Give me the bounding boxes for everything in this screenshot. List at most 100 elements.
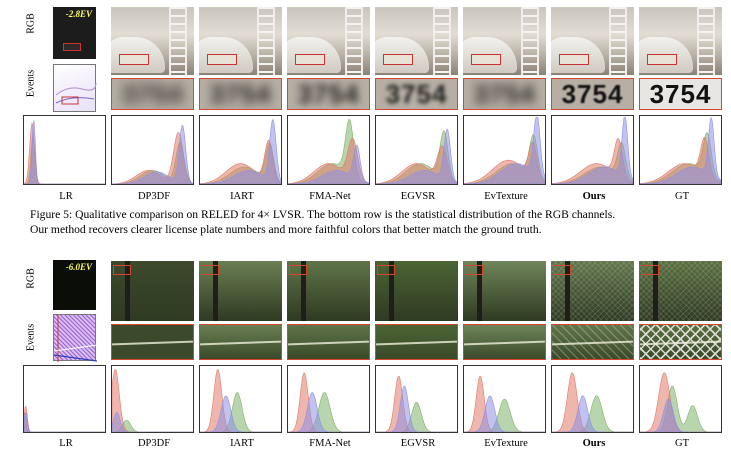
pole-shape <box>389 261 394 321</box>
figure-5-caption-line-2: Our method recovers clearer license plat… <box>30 223 542 236</box>
histogram-evtexture <box>463 115 546 185</box>
histogram-plot <box>639 116 722 185</box>
red-channel-distribution <box>199 139 282 185</box>
method-label-ours: Ours <box>582 438 606 449</box>
histogram-plot <box>639 372 721 433</box>
wire-line <box>376 340 457 346</box>
ladder-shape <box>169 7 187 75</box>
pole-shape <box>565 261 570 321</box>
wire-line <box>200 340 281 346</box>
method-label-fma-net: FMA-Net <box>309 191 351 202</box>
wire-line <box>552 340 633 346</box>
plate-number: 3754 <box>121 78 184 109</box>
scene-image-ours <box>551 261 634 321</box>
scene-image-gt <box>639 7 722 75</box>
histogram-plot <box>23 120 105 185</box>
histogram-plot <box>23 405 105 433</box>
crop-marker <box>641 265 659 275</box>
event-edges-drawing <box>55 82 97 105</box>
fence-crop-dp3df <box>111 324 194 360</box>
blue-channel-distribution <box>463 117 546 185</box>
plate-crop-evtexture: 3754 <box>463 78 546 110</box>
plate-number: 3754 <box>561 78 624 109</box>
crop-marker <box>377 265 395 275</box>
scene-image-evtexture <box>463 261 546 321</box>
scene-image-gt <box>639 261 722 321</box>
method-label-egvsr: EGVSR <box>400 191 436 202</box>
method-label-lr: LR <box>59 438 73 449</box>
crop-marker <box>289 265 307 275</box>
plate-marker <box>207 54 237 65</box>
blue-channel-distribution <box>24 120 105 185</box>
histogram-plot <box>463 117 546 185</box>
crop-marker <box>201 265 219 275</box>
plate-marker <box>471 54 501 65</box>
lr-rgb-thumbnail: -2.8EV <box>53 7 96 59</box>
plate-crop-dp3df: 3754 <box>111 78 194 110</box>
histogram-plot <box>287 372 369 433</box>
scene-image-fma-net <box>287 7 370 75</box>
pole-shape <box>653 261 658 321</box>
histogram-gt <box>639 365 722 433</box>
wire-line <box>640 340 721 346</box>
method-label-gt: GT <box>675 438 689 449</box>
histogram-fma-net <box>287 115 370 185</box>
method-label-iart: IART <box>230 191 254 202</box>
histogram-plot <box>111 368 193 433</box>
histogram-ours <box>551 115 634 185</box>
scene-image-iart <box>199 261 282 321</box>
plate-number: 3754 <box>297 78 360 109</box>
histogram-ours <box>551 365 634 433</box>
exposure-label: -6.0EV <box>65 262 92 272</box>
plate-crop-iart: 3754 <box>199 78 282 110</box>
plate-number: 3754 <box>385 78 448 109</box>
scene-image-evtexture <box>463 7 546 75</box>
scene-image-ours <box>551 7 634 75</box>
red-channel-distribution <box>23 405 105 433</box>
histogram-egvsr <box>375 115 458 185</box>
events-thumbnail <box>53 314 98 362</box>
events-thumbnail <box>53 64 97 112</box>
histogram-lr <box>23 115 106 185</box>
plate-marker <box>119 54 149 65</box>
pole-shape <box>125 261 130 321</box>
events-row-label: Events <box>25 323 37 352</box>
method-label-iart: IART <box>230 438 254 449</box>
crop-marker <box>113 265 131 275</box>
scene-image-dp3df <box>111 7 194 75</box>
blue-channel-distribution <box>199 118 282 185</box>
rgb-row-label: RGB <box>25 268 37 289</box>
fence-crop-ours <box>551 324 634 360</box>
ladder-shape <box>345 7 363 75</box>
histogram-dp3df <box>111 115 194 185</box>
scene-image-fma-net <box>287 261 370 321</box>
ladder-shape <box>433 7 451 75</box>
pole-shape <box>477 261 482 321</box>
plate-crop-gt: 3754 <box>639 78 722 110</box>
method-label-evtexture: EvTexture <box>484 438 528 449</box>
pole-shape <box>301 261 306 321</box>
histogram-lr <box>23 365 106 433</box>
method-label-gt: GT <box>675 191 689 202</box>
plate-marker <box>647 54 677 65</box>
event-edges-drawing <box>53 315 98 362</box>
fence-crop-gt <box>639 324 722 360</box>
histogram-dp3df <box>111 365 194 433</box>
histogram-fma-net <box>287 365 370 433</box>
histogram-plot <box>199 368 281 433</box>
histogram-plot <box>111 125 194 185</box>
plate-number: 3754 <box>649 78 712 109</box>
histogram-plot <box>375 128 458 185</box>
fence-crop-evtexture <box>463 324 546 360</box>
plate-crop-ours: 3754 <box>551 78 634 110</box>
histogram-plot <box>287 118 370 185</box>
plate-marker <box>383 54 413 65</box>
method-label-egvsr: EGVSR <box>400 438 436 449</box>
scene-image-dp3df <box>111 261 194 321</box>
wire-line <box>464 340 545 346</box>
blue-channel-distribution <box>23 412 105 433</box>
plate-marker <box>295 54 325 65</box>
histogram-plot <box>376 375 457 433</box>
histogram-plot <box>463 375 545 433</box>
ladder-shape <box>609 7 627 75</box>
